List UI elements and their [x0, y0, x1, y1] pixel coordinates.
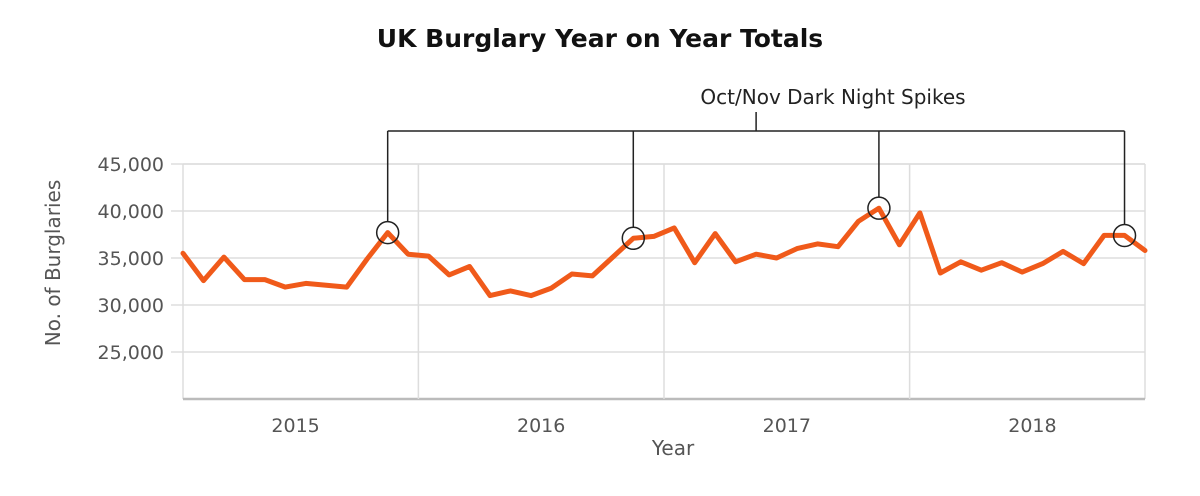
- chart-title: UK Burglary Year on Year Totals: [377, 24, 823, 53]
- series-line: [180, 205, 1148, 299]
- x-tick-label: 2015: [271, 415, 319, 437]
- y-tick-label: 40,000: [98, 201, 164, 223]
- annotation-circle: [375, 220, 400, 245]
- y-tick-label: 45,000: [98, 154, 164, 176]
- grid: [171, 163, 1146, 401]
- x-axis-label: Year: [651, 436, 695, 460]
- y-tick-label: 35,000: [98, 248, 164, 270]
- y-tick-label: 30,000: [98, 295, 164, 317]
- y-tick-label: 25,000: [98, 342, 164, 364]
- y-axis-label: No. of Burglaries: [41, 180, 65, 346]
- x-tick-label: 2017: [763, 415, 811, 437]
- x-tick-label: 2018: [1008, 415, 1056, 437]
- x-axis-ticks: 2015 2016 2017 2018: [271, 415, 1056, 437]
- series-group: [180, 205, 1148, 299]
- annotation-circle: [1112, 223, 1137, 248]
- y-axis-ticks: 25,000 30,000 35,000 40,000 45,000: [98, 154, 164, 364]
- annotation-circle: [867, 196, 891, 220]
- annotation-label: Oct/Nov Dark Night Spikes: [700, 85, 965, 109]
- annotation-group: Oct/Nov Dark Night Spikes: [375, 85, 1137, 251]
- x-tick-label: 2016: [517, 415, 565, 437]
- annotation-circle: [621, 226, 646, 251]
